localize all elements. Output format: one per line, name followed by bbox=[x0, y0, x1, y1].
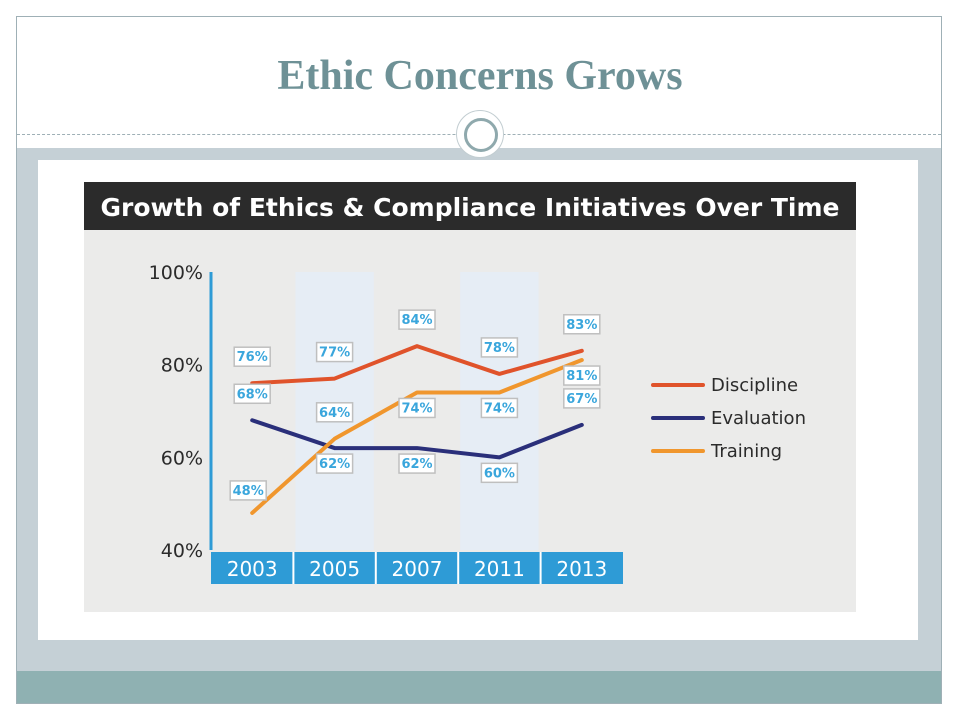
y-tick-label: 40% bbox=[161, 540, 203, 562]
series-line-evaluation bbox=[250, 418, 584, 460]
x-tick-label: 2013 bbox=[556, 557, 607, 581]
series-line-training bbox=[250, 358, 584, 515]
data-label: 62% bbox=[401, 457, 432, 472]
data-label-box bbox=[480, 462, 519, 484]
series-line-discipline bbox=[250, 344, 584, 386]
y-tick-label: 60% bbox=[161, 447, 203, 469]
x-axis-band bbox=[211, 552, 623, 584]
data-label-box bbox=[398, 309, 436, 330]
x-tick-label: 2007 bbox=[392, 557, 443, 581]
data-label: 74% bbox=[401, 401, 432, 416]
data-label-box bbox=[480, 337, 519, 358]
data-label: 62% bbox=[319, 457, 350, 472]
divider-ring-ornament bbox=[456, 110, 504, 158]
slide-title: Ethic Concerns Grows bbox=[277, 53, 683, 99]
data-label: 78% bbox=[484, 341, 515, 356]
data-label-box bbox=[233, 346, 271, 367]
data-label: 84% bbox=[401, 313, 432, 328]
x-tick-label: 2003 bbox=[227, 557, 278, 581]
data-label-box bbox=[229, 480, 267, 501]
chart-card: Growth of Ethics & Compliance Initiative… bbox=[38, 160, 918, 640]
legend-label-evaluation: Evaluation bbox=[711, 408, 806, 429]
data-label: 77% bbox=[319, 346, 350, 361]
data-label: 74% bbox=[484, 401, 515, 416]
data-label-box bbox=[480, 397, 519, 419]
data-label: 60% bbox=[484, 466, 515, 481]
data-label: 64% bbox=[319, 406, 350, 421]
legend-label-discipline: Discipline bbox=[711, 375, 798, 396]
data-label: 67% bbox=[566, 392, 597, 407]
data-label: 81% bbox=[566, 369, 597, 384]
x-tick-label: 2005 bbox=[309, 557, 360, 581]
data-label-box bbox=[315, 453, 354, 474]
data-label-box bbox=[398, 397, 436, 419]
data-label: 83% bbox=[566, 318, 597, 333]
chart-header-bar bbox=[84, 182, 856, 230]
data-label-box bbox=[563, 314, 601, 335]
data-label-box bbox=[563, 388, 601, 409]
chart-svg: Growth of Ethics & Compliance Initiative… bbox=[84, 182, 856, 612]
data-label: 76% bbox=[237, 350, 268, 365]
chart-title: Growth of Ethics & Compliance Initiative… bbox=[101, 193, 840, 222]
data-label-box bbox=[315, 402, 354, 423]
data-label-box bbox=[398, 453, 436, 474]
data-label-box bbox=[233, 383, 271, 405]
footer-band bbox=[17, 671, 941, 703]
data-label: 68% bbox=[237, 387, 268, 402]
x-tick-label: 2011 bbox=[474, 557, 525, 581]
legend-label-training: Training bbox=[710, 441, 782, 462]
data-label-box bbox=[563, 365, 601, 386]
data-label-box bbox=[315, 341, 354, 363]
y-tick-label: 100% bbox=[149, 262, 203, 284]
data-label: 48% bbox=[233, 484, 264, 499]
y-tick-label: 80% bbox=[161, 355, 203, 377]
